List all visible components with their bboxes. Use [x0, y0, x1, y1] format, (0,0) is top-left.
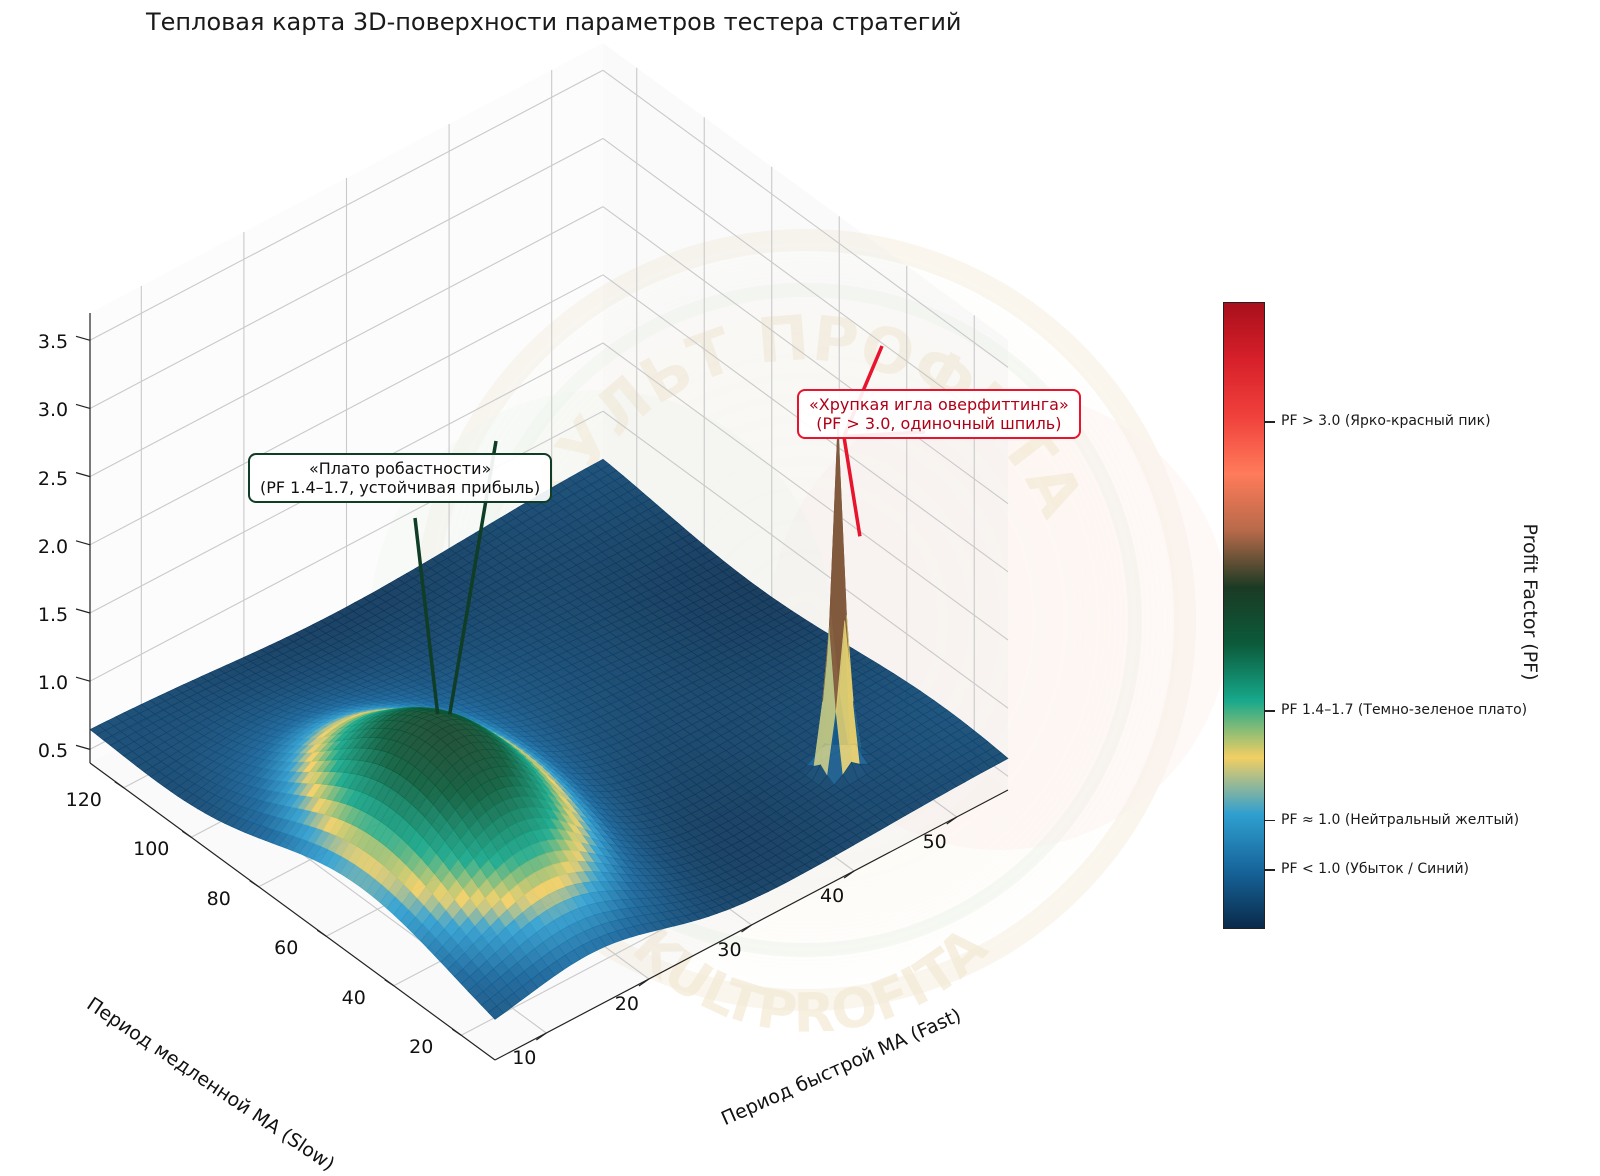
z-tick [76, 609, 90, 613]
z-tick [76, 336, 90, 340]
colorbar-label: PF > 3.0 (Ярко-красный пик) [1281, 413, 1491, 429]
z-tick [76, 541, 90, 545]
z-tick [76, 473, 90, 477]
z-tick-label: 3.0 [38, 399, 68, 421]
y-tick-label: 40 [342, 987, 366, 1009]
annotation-plateau-line2: (PF 1.4–1.7, устойчивая прибыль) [260, 478, 540, 497]
colorbar-label: PF < 1.0 (Убыток / Синий) [1281, 861, 1469, 877]
z-tick [76, 404, 90, 408]
annotation-spike-line2: (PF > 3.0, одиночный шпиль) [809, 414, 1069, 433]
annotation-spike-line1: «Хрупкая игла оверфиттинга» [809, 395, 1069, 414]
chart-title: Тепловая карта 3D-поверхности параметров… [146, 8, 962, 36]
colorbar-tick [1265, 869, 1275, 871]
z-tick-label: 1.0 [38, 672, 68, 694]
z-tick-label: 1.5 [38, 604, 68, 626]
colorbar-tick [1265, 710, 1275, 712]
x-tick-label: 50 [923, 831, 947, 853]
colorbar-tick [1265, 820, 1275, 822]
y-tick-label: 60 [274, 937, 298, 959]
x-tick-label: 20 [615, 993, 639, 1015]
y-tick-label: 120 [66, 789, 102, 811]
z-tick-label: 0.5 [38, 740, 68, 762]
y-tick-label: 80 [207, 888, 231, 910]
z-tick-label: 3.5 [38, 331, 68, 353]
z-tick-label: 2.5 [38, 468, 68, 490]
x-tick-label: 30 [717, 939, 741, 961]
x-tick-label: 40 [820, 885, 844, 907]
colorbar-label: PF ≈ 1.0 (Нейтральный желтый) [1281, 812, 1519, 828]
x-tick-label: 10 [512, 1047, 536, 1069]
annotation-plateau-line1: «Плато робастности» [260, 459, 540, 478]
colorbar [1223, 302, 1265, 929]
z-tick [76, 745, 90, 749]
colorbar-label: PF 1.4–1.7 (Темно-зеленое плато) [1281, 702, 1527, 718]
y-tick-label: 100 [133, 838, 169, 860]
annotation-spike: «Хрупкая игла оверфиттинга» (PF > 3.0, о… [797, 389, 1081, 439]
y-tick-label: 20 [409, 1036, 433, 1058]
z-tick [76, 677, 90, 681]
annotation-plateau: «Плато робастности» (PF 1.4–1.7, устойчи… [248, 453, 552, 503]
z-tick-label: 2.0 [38, 536, 68, 558]
colorbar-title: Profit Factor (PF) [1519, 523, 1541, 680]
colorbar-tick [1265, 421, 1275, 423]
